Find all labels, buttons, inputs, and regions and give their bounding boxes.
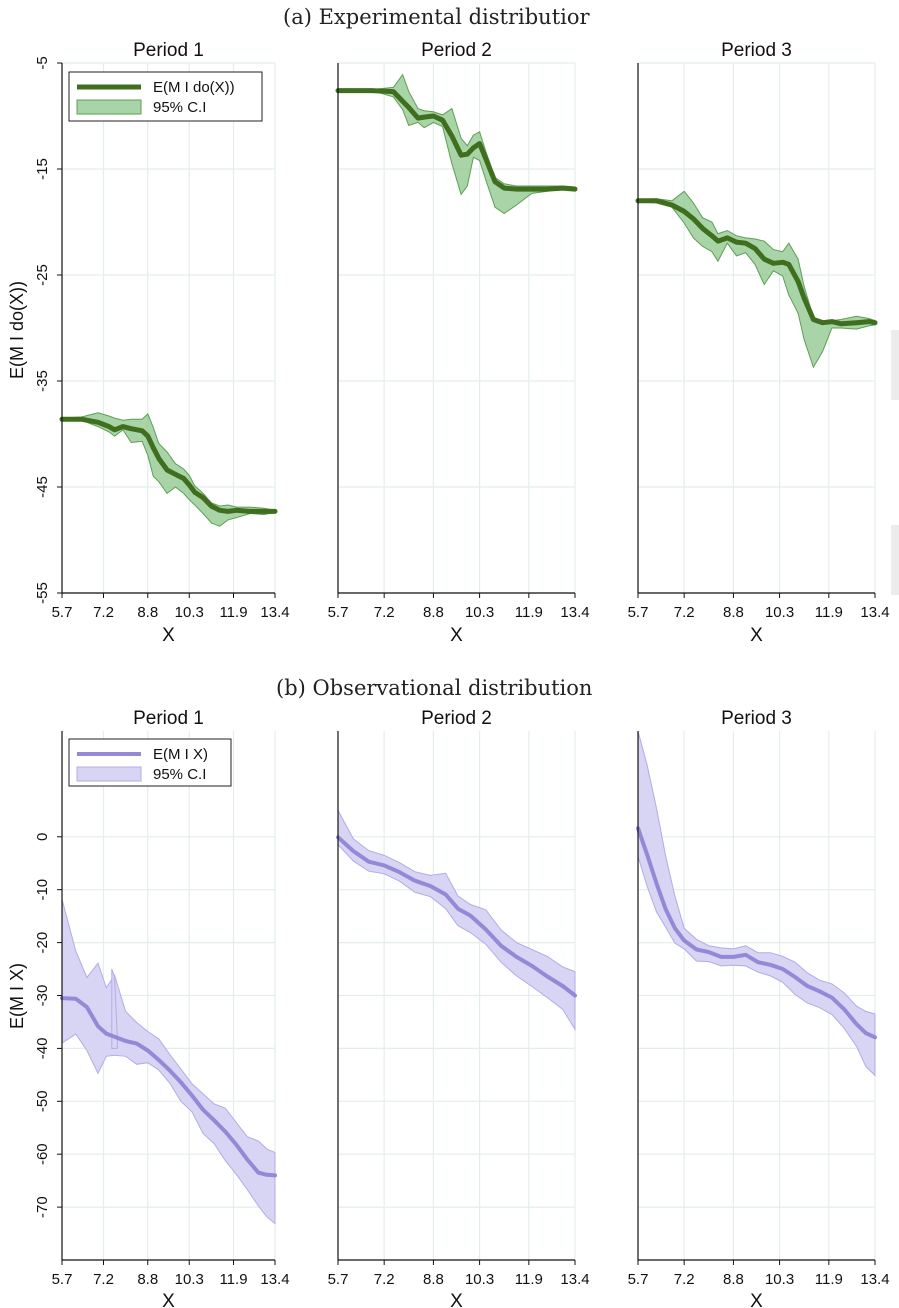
mean-line	[335, 88, 578, 192]
x-tick-label: 13.4	[260, 1271, 289, 1288]
x-tick-label: 10.3	[175, 604, 204, 621]
panel-title: Period 3	[721, 40, 792, 61]
x-axis-label: X	[450, 625, 463, 646]
x-tick-label: 8.8	[423, 604, 444, 621]
x-tick-label: 13.4	[560, 604, 589, 621]
mean-line	[336, 835, 577, 998]
panel-title: Period 1	[133, 708, 204, 729]
y-tick-label: -60	[34, 1143, 51, 1165]
panel-1: 5.7 7.2 8.8 10.3 11.9 13.4 X Period 1 0 -10 -20 -30…	[7, 708, 290, 1308]
panel-2: 5.7 7.2 8.8 10.3 11.9 13.4 X Period 2	[328, 708, 590, 1308]
y-tick-label: 0	[34, 833, 51, 841]
x-tick-label: 8.8	[723, 1271, 744, 1288]
legend: E(M I X) 95% C.I	[68, 738, 232, 787]
ci-band	[637, 190, 876, 369]
x-tick-label: 8.8	[137, 1271, 158, 1288]
x-tick-label: 5.7	[628, 1271, 649, 1288]
x-tick-label: 10.3	[765, 1271, 794, 1288]
y-tick-label: -35	[34, 370, 51, 392]
y-tick-label: -55	[34, 582, 51, 604]
x-tick-label: 13.4	[560, 1271, 589, 1288]
legend: E(M I do(X)) 95% C.I	[68, 71, 263, 122]
x-tick-label: 7.2	[674, 604, 695, 621]
mean-line	[60, 996, 277, 1178]
x-tick-label: 11.9	[515, 1271, 543, 1288]
x-tick-label: 8.8	[137, 604, 158, 621]
y-tick-label: -30	[34, 985, 51, 1007]
x-tick-label: 10.3	[765, 604, 794, 621]
y-tick-label: -50	[34, 1090, 51, 1112]
y-tick-label: -45	[34, 476, 51, 498]
x-tick-label: 11.9	[815, 1271, 843, 1288]
y-tick-label: -25	[34, 264, 51, 286]
x-tick-label: 11.9	[219, 604, 247, 621]
y-tick-label: -70	[34, 1196, 51, 1218]
caption-observational: (b) Observational distribution	[276, 676, 593, 700]
legend-band-swatch	[76, 766, 142, 782]
panel-3: 5.7 7.2 8.8 10.3 11.9 13.4 X Period 3	[628, 40, 890, 646]
edge-strip-top	[891, 330, 899, 400]
panel-1: 5.7 7.2 8.8 10.3 11.9 13.4 X Period 1 -5 -15 -25 -3…	[7, 40, 290, 646]
y-axis-label: E(M I X)	[7, 963, 27, 1029]
x-axis-label: X	[750, 1291, 763, 1308]
x-tick-label: 7.2	[93, 604, 114, 621]
panel-title: Period 3	[721, 708, 792, 729]
caption-experimental: (a) Experimental distributior	[283, 5, 590, 29]
x-tick-label: 7.2	[374, 1271, 395, 1288]
legend-band-swatch	[76, 99, 142, 115]
legend-entry-mean: E(M I X)	[153, 746, 208, 763]
x-tick-label: 10.3	[175, 1271, 204, 1288]
x-tick-label: 11.9	[515, 604, 543, 621]
ci-band	[337, 810, 576, 1032]
legend-entry-ci: 95% C.I	[153, 766, 206, 783]
y-tick-label: -20	[34, 932, 51, 954]
x-tick-label: 13.4	[260, 604, 289, 621]
y-tick-label: -5	[34, 56, 51, 69]
legend-entry-mean: E(M I do(X))	[153, 79, 235, 96]
x-tick-label: 10.3	[465, 604, 494, 621]
panel-2: 5.7 7.2 8.8 10.3 11.9 13.4 X Period 2	[328, 40, 590, 646]
x-tick-label: 5.7	[52, 604, 73, 621]
ci-band	[637, 730, 876, 1077]
legend-entry-ci: 95% C.I	[153, 99, 206, 116]
panel-title: Period 1	[133, 40, 204, 61]
y-tick-label: -10	[34, 879, 51, 901]
panel-title: Period 2	[421, 40, 492, 61]
chart-experimental: 5.7 7.2 8.8 10.3 11.9 13.4 X Period 1 -5 -15 -25 -3…	[7, 40, 890, 646]
x-axis-label: X	[750, 625, 763, 646]
y-tick-label: -15	[34, 158, 51, 180]
x-tick-label: 7.2	[374, 604, 395, 621]
x-tick-label: 5.7	[628, 604, 649, 621]
x-tick-label: 7.2	[674, 1271, 695, 1288]
x-tick-label: 10.3	[465, 1271, 494, 1288]
x-tick-label: 13.4	[860, 604, 889, 621]
x-axis-label: X	[162, 625, 175, 646]
x-tick-label: 5.7	[328, 604, 349, 621]
x-tick-label: 8.8	[723, 604, 744, 621]
x-tick-label: 7.2	[93, 1271, 114, 1288]
ci-band	[61, 899, 276, 1225]
x-tick-label: 11.9	[815, 604, 843, 621]
x-tick-label: 5.7	[328, 1271, 349, 1288]
x-axis-label: X	[450, 1291, 463, 1308]
x-tick-label: 13.4	[860, 1271, 889, 1288]
panel-title: Period 2	[421, 708, 492, 729]
x-tick-label: 8.8	[423, 1271, 444, 1288]
x-tick-label: 5.7	[52, 1271, 73, 1288]
mean-line	[59, 416, 278, 514]
mean-line	[635, 198, 878, 327]
chart-observational: 5.7 7.2 8.8 10.3 11.9 13.4 X Period 1 0 -10 -20 -30…	[7, 708, 890, 1308]
x-axis-label: X	[162, 1291, 175, 1308]
mean-line	[636, 826, 877, 1040]
panel-3: 5.7 7.2 8.8 10.3 11.9 13.4 X Period 3	[628, 708, 890, 1308]
edge-strip-mid	[891, 525, 899, 595]
y-axis-label: E(M I do(X))	[7, 281, 27, 379]
x-tick-label: 11.9	[219, 1271, 247, 1288]
y-tick-label: -40	[34, 1038, 51, 1060]
